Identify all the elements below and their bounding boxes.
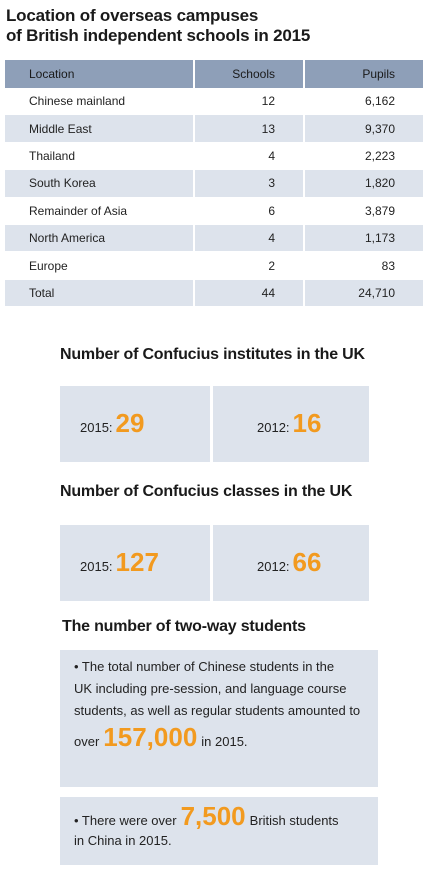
cell-pupils: 2,223: [305, 142, 423, 171]
chinese-students-value: 157,000: [103, 722, 198, 752]
institutes-2015-value: 29: [115, 408, 145, 438]
table-row: North America 4 1,173: [5, 224, 423, 253]
cell-schools: 4: [195, 224, 305, 253]
classes-2015-label: 2015:: [80, 559, 113, 574]
chinese-students-over: over: [74, 734, 100, 749]
british-students-tail: British students: [249, 813, 339, 828]
cell-location: Total: [5, 279, 195, 308]
british-students-value: 7,500: [180, 801, 246, 831]
institutes-2015-box: 2015: 29: [60, 386, 210, 462]
cell-schools: 3: [195, 170, 305, 198]
classes-2012-value: 66: [292, 547, 322, 577]
table-row: Europe 2 83: [5, 252, 423, 280]
cell-location: Europe: [5, 252, 195, 280]
table-row: Thailand 4 2,223: [5, 142, 423, 171]
cell-pupils: 1,820: [305, 170, 423, 198]
institutes-2012-box: 2012: 16: [213, 386, 369, 462]
chinese-students-line-1: • The total number of Chinese students i…: [74, 659, 335, 674]
chinese-students-line-2: UK including pre-session, and language c…: [74, 681, 347, 696]
campus-table: Location Schools Pupils Chinese mainland…: [5, 60, 423, 308]
cell-location: Remainder of Asia: [5, 197, 195, 225]
title-line-2: of British independent schools in 2015: [6, 26, 311, 45]
classes-2012-label: 2012:: [257, 559, 290, 574]
chinese-students-line-3: students, as well as regular students am…: [74, 703, 361, 718]
table-row: Middle East 13 9,370: [5, 115, 423, 143]
cell-pupils: 9,370: [305, 115, 423, 143]
cell-location: Thailand: [5, 142, 195, 171]
institutes-2015-label: 2015:: [80, 420, 113, 435]
cell-location: Middle East: [5, 115, 195, 143]
cell-schools: 13: [195, 115, 305, 143]
british-students-box: • There were over 7,500 British students…: [60, 797, 378, 865]
cell-pupils: 6,162: [305, 88, 423, 116]
cell-schools: 12: [195, 88, 305, 116]
table-row: South Korea 3 1,820: [5, 170, 423, 198]
table-row: Chinese mainland 12 6,162: [5, 88, 423, 116]
cell-location: Chinese mainland: [5, 88, 195, 116]
british-students-line-2: in China in 2015.: [74, 833, 172, 848]
institutes-title: Number of Confucius institutes in the UK: [60, 346, 365, 363]
cell-schools: 6: [195, 197, 305, 225]
institutes-2012-label: 2012:: [257, 420, 290, 435]
classes-2015-value: 127: [115, 547, 159, 577]
cell-pupils: 3,879: [305, 197, 423, 225]
table-total-row: Total 44 24,710: [5, 279, 423, 308]
page-title: Location of overseas campuses of British…: [6, 6, 416, 46]
institutes-2012-value: 16: [292, 408, 322, 438]
table-header-row: Location Schools Pupils: [5, 60, 423, 88]
table-row: Remainder of Asia 6 3,879: [5, 197, 423, 225]
cell-schools: 44: [195, 279, 305, 308]
cell-location: North America: [5, 224, 195, 253]
column-header-pupils: Pupils: [305, 60, 423, 88]
title-line-1: Location of overseas campuses: [6, 6, 259, 25]
chinese-students-tail: in 2015.: [201, 734, 248, 749]
cell-location: South Korea: [5, 170, 195, 198]
british-students-lead: • There were over: [74, 813, 177, 828]
cell-schools: 4: [195, 142, 305, 171]
classes-2015-box: 2015: 127: [60, 525, 210, 601]
column-header-location: Location: [5, 60, 195, 88]
cell-pupils: 24,710: [305, 279, 423, 308]
chinese-students-box: • The total number of Chinese students i…: [60, 650, 378, 787]
two-way-title: The number of two-way students: [62, 618, 306, 635]
column-header-schools: Schools: [195, 60, 305, 88]
classes-title: Number of Confucius classes in the UK: [60, 483, 353, 500]
cell-pupils: 83: [305, 252, 423, 280]
cell-pupils: 1,173: [305, 224, 423, 253]
cell-schools: 2: [195, 252, 305, 280]
classes-2012-box: 2012: 66: [213, 525, 369, 601]
